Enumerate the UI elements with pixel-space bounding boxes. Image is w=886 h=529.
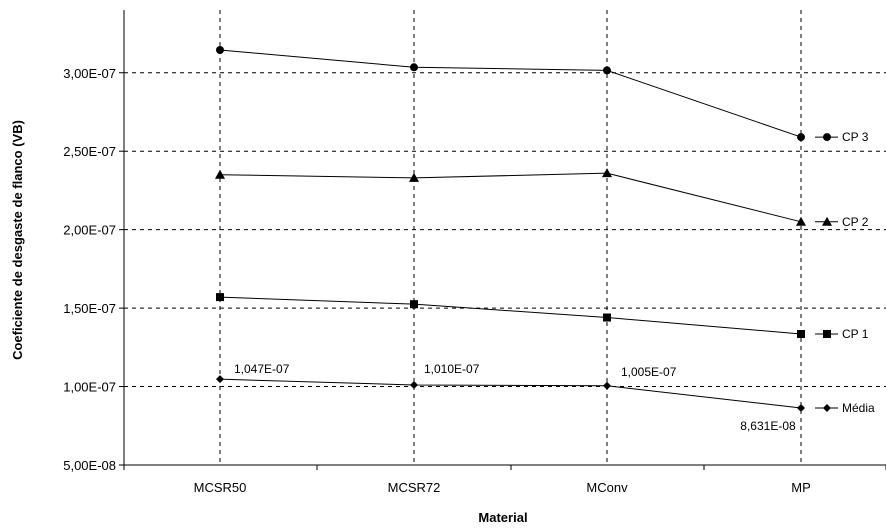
- data-point-marker: [216, 375, 224, 384]
- legend-marker: [823, 133, 831, 142]
- y-tick-label: 1,50E-07: [63, 301, 116, 316]
- data-label: 1,010E-07: [424, 362, 480, 376]
- series-line: [219, 172, 802, 223]
- grid-lines: [124, 10, 886, 465]
- legend-label: CP 2: [842, 215, 869, 229]
- data-point-marker: [603, 66, 611, 75]
- legend-marker: [823, 329, 831, 338]
- y-tick-label: 2,50E-07: [63, 144, 116, 159]
- data-point-marker: [797, 329, 805, 338]
- legend-label: CP 1: [842, 327, 869, 341]
- series-line: [219, 49, 802, 138]
- data-point-marker: [410, 380, 418, 389]
- data-label: 8,631E-08: [740, 419, 796, 433]
- legend-marker: [823, 404, 831, 413]
- x-tick-label: MP: [791, 480, 811, 495]
- series-group: 1,047E-07 1,010E-07 1,005E-07 8,631E-08: [215, 46, 806, 433]
- x-axis-label: Material: [478, 510, 527, 525]
- x-tick-label: MCSR72: [388, 480, 441, 495]
- legend: CP 3 CP 2 CP 1 Média: [815, 130, 875, 415]
- data-point-marker: [603, 381, 611, 390]
- y-axis-label: Coeficiente de desgaste de flanco (VB): [10, 120, 25, 360]
- y-axis-ticks: 5,00E-08 1,00E-07 1,50E-07 2,00E-07 2,50E-07…: [63, 66, 124, 473]
- data-point-marker: [797, 133, 805, 142]
- axes: [123, 10, 886, 466]
- legend-marker: [822, 216, 832, 226]
- x-tick-label: MCSR50: [194, 480, 247, 495]
- y-tick-label: 2,00E-07: [63, 223, 116, 238]
- data-point-marker: [409, 172, 419, 182]
- x-axis-ticks: MCSR50 MCSR72 MConv MP: [123, 465, 886, 495]
- data-point-marker: [410, 300, 418, 309]
- data-point-marker: [216, 293, 224, 302]
- data-label: 1,005E-07: [621, 365, 677, 379]
- legend-label: Média: [842, 401, 875, 415]
- y-tick-label: 5,00E-08: [63, 458, 116, 473]
- data-label: 1,047E-07: [234, 362, 290, 376]
- data-point-marker: [796, 216, 806, 226]
- data-point-marker: [410, 63, 418, 72]
- data-point-marker: [216, 46, 224, 55]
- y-tick-label: 1,00E-07: [63, 380, 116, 395]
- data-point-marker: [797, 404, 805, 413]
- series-line: [219, 378, 802, 409]
- legend-label: CP 3: [842, 130, 869, 144]
- data-point-marker: [603, 313, 611, 322]
- data-point-marker: [215, 169, 225, 179]
- data-point-marker: [602, 168, 612, 178]
- y-tick-label: 3,00E-07: [63, 66, 116, 81]
- series-line: [219, 296, 802, 335]
- x-tick-label: MConv: [586, 480, 628, 495]
